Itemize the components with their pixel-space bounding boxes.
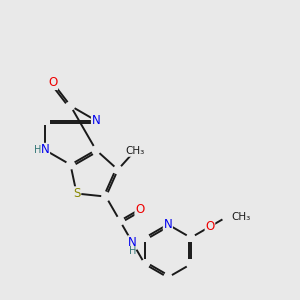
Text: H: H	[34, 145, 41, 155]
Text: O: O	[135, 203, 144, 216]
Text: N: N	[164, 218, 172, 231]
Text: O: O	[48, 76, 58, 89]
Text: N: N	[92, 114, 100, 127]
Text: CH₃: CH₃	[125, 146, 144, 156]
Text: CH₃: CH₃	[231, 212, 250, 222]
Text: O: O	[205, 220, 214, 233]
Text: S: S	[73, 187, 80, 200]
Text: N: N	[128, 236, 137, 249]
Text: H: H	[129, 246, 136, 256]
Text: N: N	[40, 143, 50, 157]
